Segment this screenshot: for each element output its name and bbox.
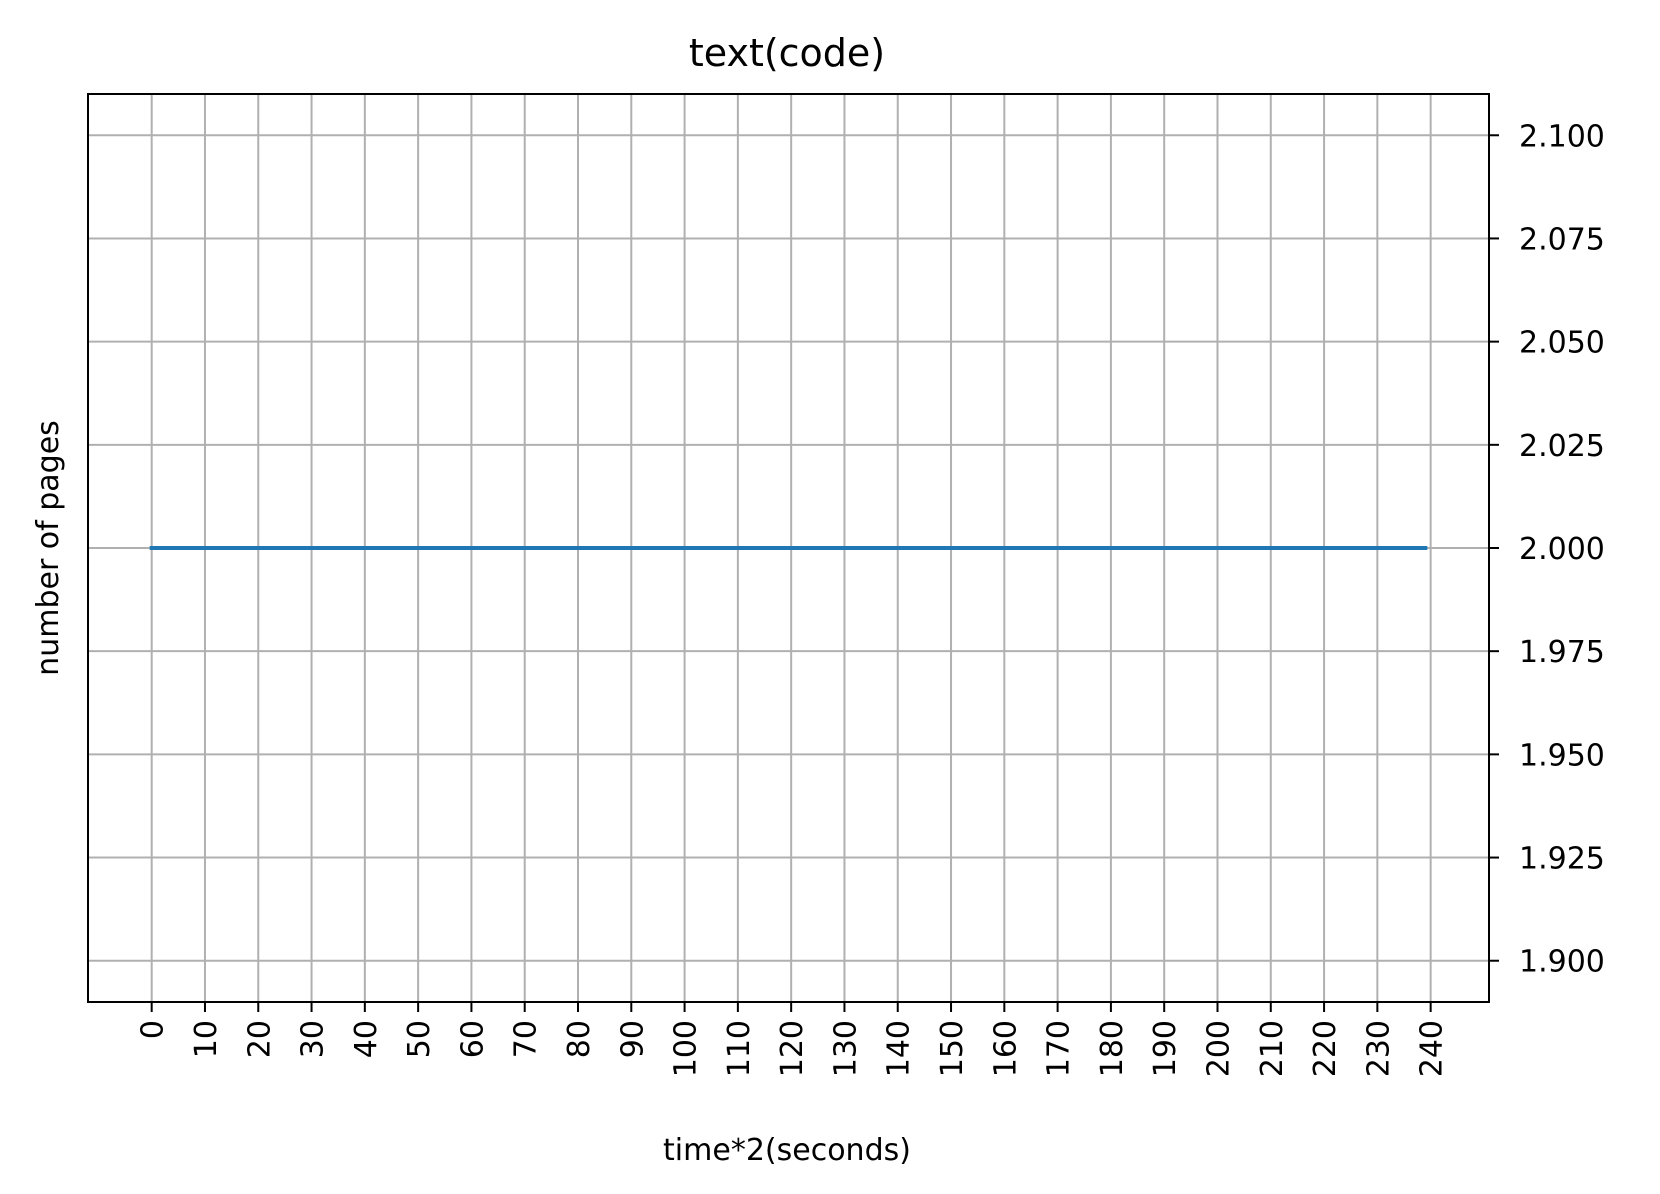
x-tick-label: 10 (189, 1020, 224, 1058)
x-tick-label: 220 (1308, 1020, 1343, 1077)
x-tick-label: 140 (882, 1020, 917, 1077)
x-tick-label: 30 (296, 1020, 331, 1058)
x-tick-label: 230 (1361, 1020, 1396, 1077)
x-tick-label: 110 (722, 1020, 757, 1077)
x-tick-label: 150 (935, 1020, 970, 1077)
x-tick-label: 180 (1095, 1020, 1130, 1077)
x-axis-label: time*2(seconds) (663, 1133, 911, 1168)
x-tick-label: 80 (562, 1020, 597, 1058)
y-tick-label: 1.950 (1519, 738, 1605, 773)
x-tick-label: 50 (402, 1020, 437, 1058)
x-tick-label: 20 (242, 1020, 277, 1058)
x-tick-label: 90 (615, 1020, 650, 1058)
x-tick-label: 0 (136, 1020, 171, 1039)
x-tick-label: 160 (988, 1020, 1023, 1077)
y-tick-label: 1.900 (1519, 945, 1605, 980)
x-tick-label: 170 (1042, 1020, 1077, 1077)
chart-title: text(code) (689, 31, 885, 75)
x-tick-label: 60 (455, 1020, 490, 1058)
y-tick-label: 1.975 (1519, 635, 1605, 670)
x-tick-label: 210 (1255, 1020, 1290, 1077)
y-tick-label: 2.025 (1519, 429, 1605, 464)
x-tick-label: 120 (775, 1020, 810, 1077)
x-tick-label: 70 (509, 1020, 544, 1058)
x-tick-label: 200 (1201, 1020, 1236, 1077)
y-tick-label: 2.100 (1519, 119, 1605, 154)
x-tick-label: 190 (1148, 1020, 1183, 1077)
x-tick-label: 100 (669, 1020, 704, 1077)
x-tick-label: 240 (1415, 1020, 1450, 1077)
y-tick-label: 1.925 (1519, 842, 1605, 877)
y-axis-ticks: 1.900 1.925 1.950 1.975 2.000 2.025 2.050 2.075… (1489, 119, 1605, 980)
x-axis-ticks: 0 10 20 30 40 50 60 70 80 90 100 110 120 130 140 150 160… (136, 1002, 1450, 1077)
x-tick-label: 130 (828, 1020, 863, 1077)
y-tick-label: 2.000 (1519, 532, 1605, 567)
y-tick-label: 2.075 (1519, 222, 1605, 257)
y-tick-label: 2.050 (1519, 326, 1605, 361)
x-tick-label: 40 (349, 1020, 384, 1058)
y-axis-label: number of pages (31, 420, 66, 676)
